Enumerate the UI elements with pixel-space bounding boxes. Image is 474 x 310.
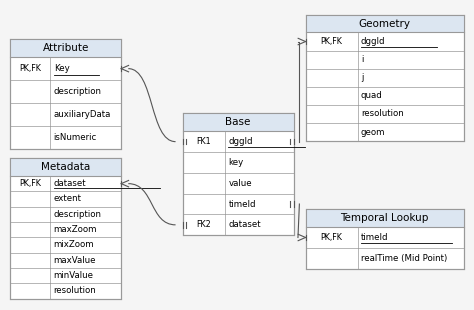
Text: dggId: dggId: [228, 137, 253, 146]
Text: resolution: resolution: [54, 286, 96, 295]
Bar: [306, 15, 464, 33]
Text: Key: Key: [54, 64, 69, 73]
Text: FK1: FK1: [197, 137, 211, 146]
Text: maxValue: maxValue: [54, 256, 96, 265]
Text: maxZoom: maxZoom: [54, 225, 97, 234]
Text: Base: Base: [226, 117, 251, 127]
Text: j: j: [361, 73, 363, 82]
Text: Geometry: Geometry: [359, 19, 410, 29]
Bar: [306, 209, 464, 227]
Text: mixZoom: mixZoom: [54, 240, 94, 250]
Text: dataset: dataset: [54, 179, 86, 188]
Bar: [10, 158, 121, 176]
Text: FK2: FK2: [197, 220, 211, 229]
Text: geom: geom: [361, 127, 385, 137]
Bar: [306, 209, 464, 269]
Text: resolution: resolution: [361, 109, 403, 118]
Text: Attribute: Attribute: [43, 43, 89, 53]
Bar: [306, 15, 464, 141]
Text: quad: quad: [361, 91, 383, 100]
Text: auxiliaryData: auxiliaryData: [54, 110, 111, 119]
Text: extent: extent: [54, 194, 82, 203]
Bar: [10, 39, 121, 149]
Text: PK,FK: PK,FK: [19, 64, 41, 73]
Text: description: description: [54, 210, 101, 219]
Text: PK,FK: PK,FK: [320, 233, 342, 242]
Text: PK,FK: PK,FK: [19, 179, 41, 188]
Text: timeId: timeId: [361, 233, 388, 242]
Text: isNumeric: isNumeric: [54, 133, 97, 142]
Text: value: value: [228, 179, 252, 188]
Text: dggId: dggId: [361, 37, 385, 46]
Bar: [10, 158, 121, 299]
Text: key: key: [228, 158, 244, 167]
Text: PK,FK: PK,FK: [320, 37, 342, 46]
Text: Temporal Lookup: Temporal Lookup: [340, 213, 429, 223]
Text: dataset: dataset: [228, 220, 261, 229]
Text: i: i: [361, 55, 363, 64]
Text: minValue: minValue: [54, 271, 94, 280]
Text: Metadata: Metadata: [41, 162, 91, 172]
Bar: [182, 113, 294, 131]
Text: description: description: [54, 87, 101, 96]
Bar: [10, 39, 121, 57]
Text: timeId: timeId: [228, 200, 256, 209]
Text: realTime (Mid Point): realTime (Mid Point): [361, 254, 447, 263]
Bar: [182, 113, 294, 235]
